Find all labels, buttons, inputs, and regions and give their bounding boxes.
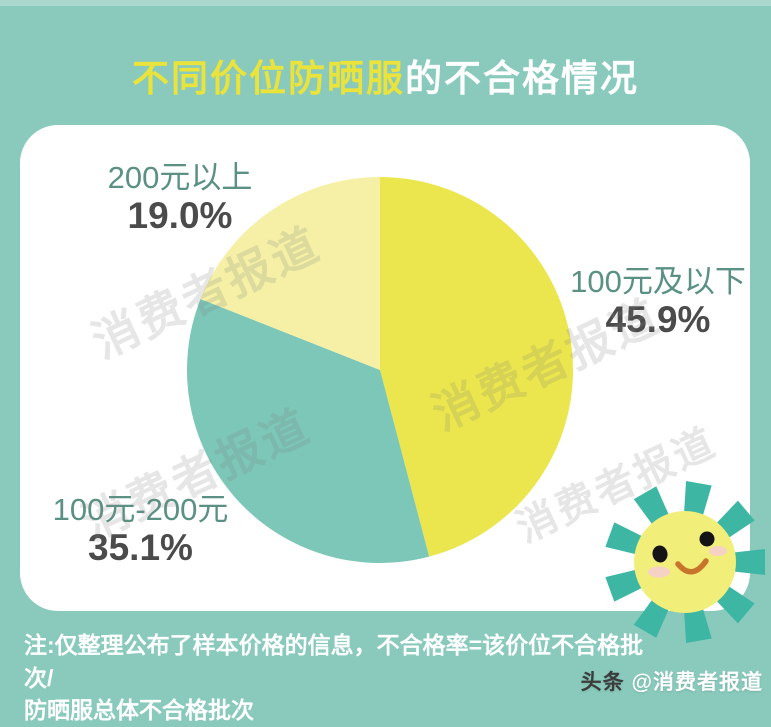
pie-slice	[380, 177, 573, 557]
sun-smile	[675, 558, 709, 575]
top-highlight-strip	[0, 0, 771, 6]
credit-watermark: 头条 @消费者报道	[581, 666, 763, 696]
page-title-highlight: 不同价位防晒服	[132, 58, 405, 99]
sun-blush-right	[709, 546, 727, 556]
slice-label-under-100: 100元及以下 45.9%	[548, 264, 768, 342]
slice-name: 100元及以下	[570, 264, 746, 299]
slice-value: 19.0%	[127, 195, 233, 237]
slice-label-100-200: 100元-200元 35.1%	[28, 492, 253, 570]
footnote: 注:仅整理公布了样本价格的信息，不合格率=该价位不合格批次/ 防晒服总体不合格批…	[24, 629, 664, 727]
footnote-line2: 防晒服总体不合格批次	[24, 697, 254, 724]
chart-card: 200元以上 19.0% 100元及以下 45.9% 100元-200元 35.…	[20, 125, 750, 611]
sun-eye-right	[699, 531, 715, 547]
pie-slice	[187, 298, 430, 563]
slice-value: 45.9%	[605, 299, 711, 341]
footnote-line1: 注:仅整理公布了样本价格的信息，不合格率=该价位不合格批次/	[24, 632, 644, 691]
slice-label-over-200: 200元以上 19.0%	[75, 160, 285, 238]
credit-handle: @消费者报道	[631, 671, 763, 694]
page-title: 不同价位防晒服的不合格情况	[0, 48, 771, 102]
sun-ray	[683, 480, 712, 521]
sun-eye-left	[652, 545, 668, 563]
credit-prefix: 头条	[580, 671, 625, 694]
sun-face	[634, 511, 736, 613]
sun-blush-left	[648, 566, 670, 578]
slice-name: 200元以上	[107, 160, 253, 195]
slice-value: 35.1%	[88, 527, 193, 569]
sun-ray	[683, 603, 712, 644]
pie-slice	[200, 177, 380, 370]
sun-mascot	[605, 480, 765, 644]
slice-name: 100元-200元	[52, 492, 229, 527]
pie-chart	[187, 177, 573, 563]
sun-ray	[729, 549, 765, 575]
page-title-rest: 的不合格情况	[405, 58, 639, 99]
